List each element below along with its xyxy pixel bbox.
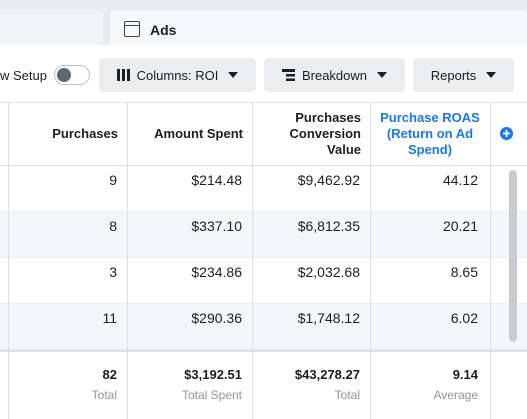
table-cell: 8 [109,218,117,234]
header-cell [0,103,9,166]
breakdown-icon [281,69,295,81]
table-cell: 11 [102,310,117,326]
table-cell: 8.65 [450,264,478,280]
tab-label: Ads [150,22,177,38]
header-cell [490,103,527,166]
column-header[interactable]: Purchases Conversion Value [252,103,370,166]
column-header[interactable]: Purchase ROAS (Return on Ad Spend) [370,103,490,166]
button-label: Columns: ROI [136,67,219,83]
column-header[interactable]: Amount Spent [127,103,252,166]
column-divider [490,103,491,419]
reports-button[interactable]: Reports [413,58,514,92]
ads-tab[interactable]: Ads [110,10,527,50]
table-cell: 44.12 [442,172,478,188]
table-row[interactable] [0,304,527,350]
column-divider [8,103,9,419]
table-cell: 9 [109,172,117,188]
columns-icon [116,69,130,81]
total-label: Total Spent [181,388,242,402]
table-row[interactable] [0,212,527,258]
column-divider [370,103,371,419]
add-column-button[interactable] [500,127,513,140]
table-cell: $1,748.12 [297,310,360,326]
table-cell: $9,462.92 [297,172,360,188]
button-label: Reports [430,67,477,83]
column-header[interactable]: Purchases [8,103,127,166]
total-label: Total [334,388,360,402]
table-cell: 20.21 [442,218,478,234]
total-value: 9.14 [452,367,478,382]
column-divider [252,103,253,419]
tab[interactable] [0,10,103,50]
total-value: $3,192.51 [184,367,242,382]
table-cell: 6.02 [450,310,478,326]
ads-icon [124,21,140,37]
breakdown-button[interactable]: Breakdown [264,58,405,92]
total-label: Total [91,388,117,402]
table-cell: 3 [109,264,117,280]
table-row[interactable] [0,166,527,212]
total-value: 82 [102,367,117,382]
scrollbar[interactable] [509,170,517,342]
table-cell: $6,812.35 [297,218,360,234]
columns-button[interactable]: Columns: ROI [99,58,256,92]
total-label: Average [433,388,478,402]
table-cell: $290.36 [191,310,242,326]
button-label: Breakdown [301,67,368,83]
total-value: $43,278.27 [294,367,360,382]
setup-label: w Setup [0,68,47,83]
totals-row [0,350,527,419]
table-row[interactable] [0,258,527,304]
table-cell: $337.10 [191,218,242,234]
table-cell: $234.86 [191,264,242,280]
table-cell: $2,032.68 [297,264,360,280]
column-divider [127,103,128,419]
toggle[interactable] [54,65,90,85]
table-cell: $214.48 [191,172,242,188]
